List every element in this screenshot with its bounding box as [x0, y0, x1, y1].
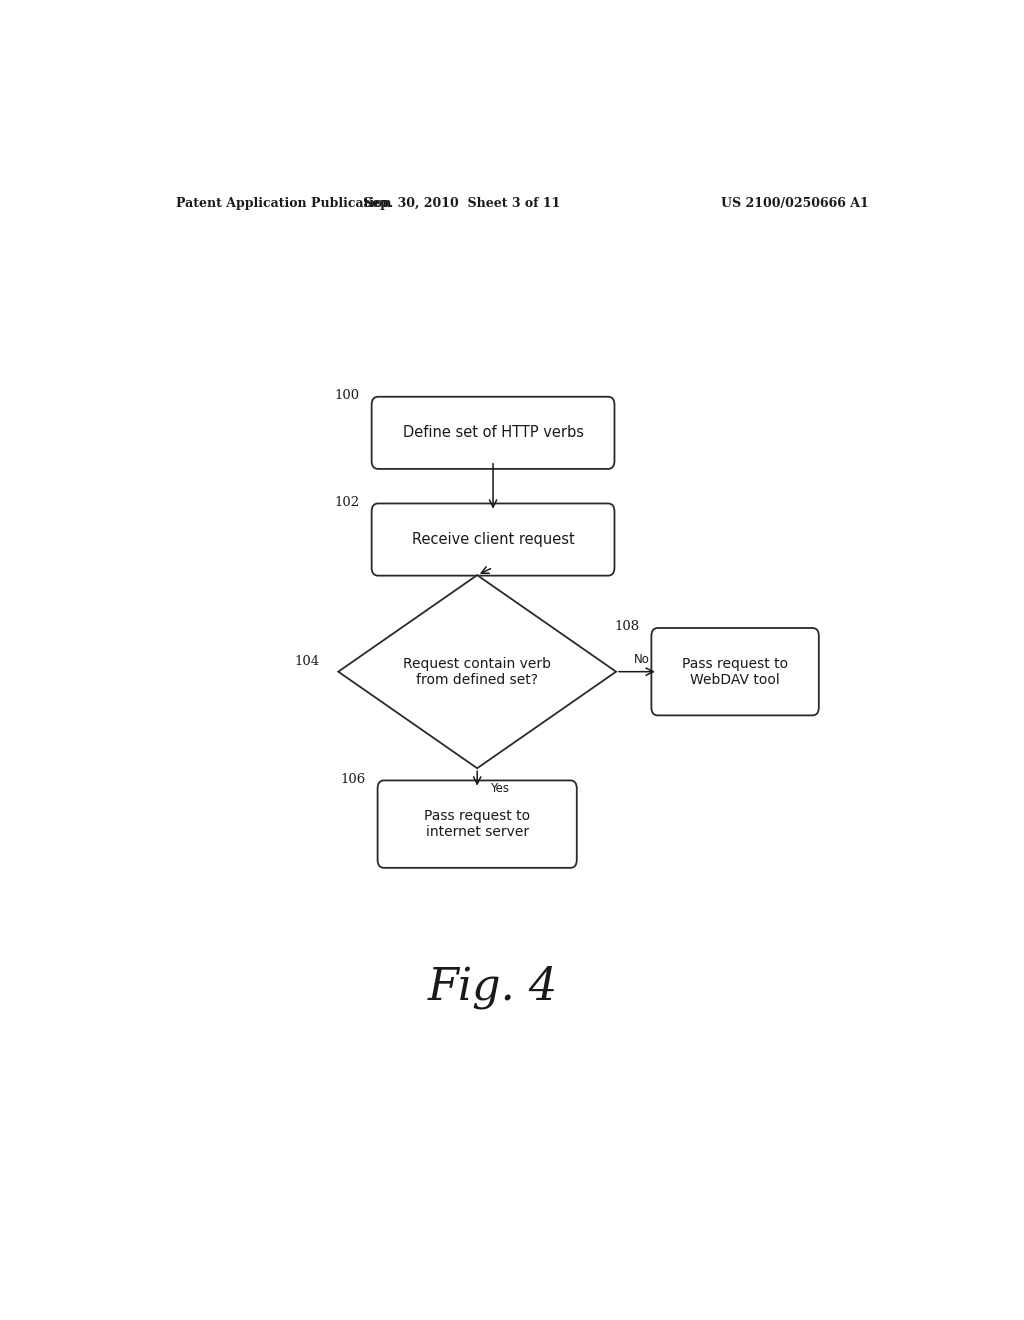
Text: 104: 104: [295, 655, 319, 668]
Text: Pass request to
internet server: Pass request to internet server: [424, 809, 530, 840]
Text: Request contain verb
from defined set?: Request contain verb from defined set?: [403, 656, 551, 686]
Text: Sep. 30, 2010  Sheet 3 of 11: Sep. 30, 2010 Sheet 3 of 11: [362, 197, 560, 210]
FancyBboxPatch shape: [378, 780, 577, 867]
Text: Yes: Yes: [489, 781, 509, 795]
FancyBboxPatch shape: [372, 503, 614, 576]
Text: 102: 102: [335, 495, 359, 508]
Text: Pass request to
WebDAV tool: Pass request to WebDAV tool: [682, 656, 788, 686]
Text: Fig. 4: Fig. 4: [428, 965, 558, 1008]
Text: 106: 106: [340, 772, 366, 785]
Text: US 2100/0250666 A1: US 2100/0250666 A1: [721, 197, 868, 210]
Text: Receive client request: Receive client request: [412, 532, 574, 546]
Text: 108: 108: [614, 620, 639, 634]
FancyBboxPatch shape: [651, 628, 819, 715]
Text: Define set of HTTP verbs: Define set of HTTP verbs: [402, 425, 584, 441]
Text: Patent Application Publication: Patent Application Publication: [176, 197, 391, 210]
Polygon shape: [338, 576, 616, 768]
Text: 100: 100: [335, 389, 359, 401]
FancyBboxPatch shape: [372, 397, 614, 469]
Text: No: No: [634, 653, 649, 667]
